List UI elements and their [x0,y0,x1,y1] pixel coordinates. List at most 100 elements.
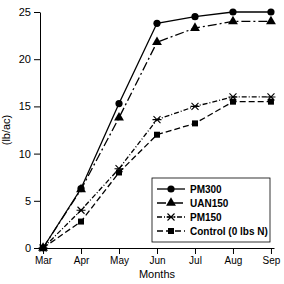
y-tick-mark [34,154,40,155]
legend-marker [166,197,176,206]
y-tick: 0 [25,242,40,254]
series-line [43,21,271,248]
series-line [43,12,271,248]
point [154,132,160,138]
point-group [153,20,160,27]
x-tick: Sep [263,248,281,266]
y-axis: 0 5 10 15 20 25 [19,6,41,254]
x-tick-mark [119,248,120,254]
point [38,242,48,251]
point [230,99,236,105]
point-group [116,169,122,175]
legend: PM300 UAN150 PM150 Control (0 lbs N) [152,178,270,242]
point-group [40,245,46,251]
point [190,22,200,31]
point [114,112,124,121]
point [229,8,236,15]
point [192,120,198,126]
y-tick-mark [34,59,40,60]
x-tick-label: Jul [189,255,202,266]
x-tick: May [110,248,129,266]
point-group [39,244,46,251]
y-tick: 25 [19,6,40,18]
series-line [43,97,271,248]
y-tick: 5 [25,195,40,207]
point-group [190,103,199,110]
point [153,20,160,27]
point-group [78,219,84,225]
legend-marker-group [167,214,176,221]
point [78,219,84,225]
point [267,8,274,15]
x-axis-title: Months [139,268,176,280]
x-tick-mark [157,248,158,254]
point-group [38,242,48,251]
point-group [114,112,124,121]
y-axis-line [40,13,41,249]
x-tick-mark [81,248,82,254]
legend-marker [167,185,174,192]
x-tick: Apr [74,248,90,266]
point [116,169,122,175]
y-tick-label: 10 [19,148,31,160]
point [77,207,86,214]
x-tick-label: Aug [225,255,243,266]
point-group [268,99,274,105]
legend-box [152,178,270,242]
point-group [228,16,238,25]
x-tick: Aug [225,248,243,266]
y-tick-mark [34,201,40,202]
y-tick-label: 0 [25,242,31,254]
y-tick: 15 [19,100,40,112]
y-tick-label: 5 [25,195,31,207]
point-group [191,13,198,20]
point-group [266,16,276,25]
point [40,245,46,251]
point [76,184,86,193]
point [115,100,122,107]
point [153,116,162,123]
y-axis-title: (lb/ac) [0,115,12,146]
point [191,13,198,20]
point [152,37,162,46]
legend-label: PM300 [190,184,222,195]
x-tick-label: Apr [74,255,90,266]
plot-area: 0 5 10 15 20 25 Mar Apr May Jun Jul Aug Sep PM300 UAN1… [19,6,281,266]
point-group [153,116,162,123]
point-group [190,22,200,31]
legend-label: Control (0 lbs N) [190,226,268,237]
legend-item: Control (0 lbs N) [157,226,268,237]
point-group [154,132,160,138]
point [228,16,238,25]
point-group [115,100,122,107]
point [266,16,276,25]
y-tick-label: 25 [19,6,31,18]
point [39,244,46,251]
point-group [152,37,162,46]
y-tick-mark [34,12,40,13]
legend-item: UAN150 [157,197,229,208]
x-tick-label: May [110,255,129,266]
legend-label: PM150 [190,212,222,223]
point-group [230,99,236,105]
y-tick: 20 [19,53,40,65]
y-tick-mark [34,106,40,107]
point-group [267,8,274,15]
x-axis: Mar Apr May Jun Jul Aug Sep [35,248,281,266]
x-tick-mark [233,248,234,254]
legend-label: UAN150 [190,198,229,209]
legend-item: PM300 [157,184,222,195]
point [190,103,199,110]
x-tick-label: Mar [35,255,53,266]
chart: 0 5 10 15 20 25 Mar Apr May Jun Jul Aug Sep PM300 UAN1… [0,0,284,284]
series-group [38,8,276,251]
series-line [43,102,271,248]
x-tick: Jul [189,248,202,266]
x-tick: Jun [149,248,165,266]
x-tick-label: Sep [263,255,281,266]
legend-marker [168,228,174,234]
x-tick-mark [195,248,196,254]
y-tick-label: 20 [19,53,31,65]
x-tick-mark [271,248,272,254]
legend-marker [167,214,176,221]
